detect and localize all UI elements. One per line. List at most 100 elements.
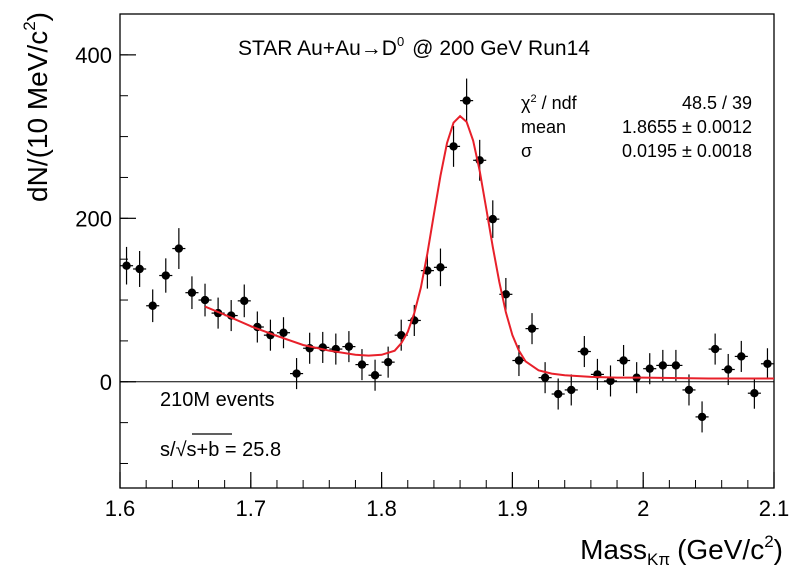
point-marker [750,389,759,398]
point-marker [514,356,524,365]
significance-radicand: s+b [187,439,220,461]
data-point [355,349,369,381]
point-marker [344,342,354,351]
title-particle-sup: 0 [397,34,404,49]
point-marker [553,389,563,399]
point-marker [645,364,654,373]
data-point [433,248,447,287]
data-point [760,348,774,380]
point-marker [174,244,184,253]
stat-row-chi2-label: χ2 / ndf [521,93,578,113]
events-annotation: 210M events [160,389,275,411]
point-marker [436,263,445,272]
plot-frame [119,13,775,489]
stat-row-sigma-value: 0.0195 ± 0.0018 [622,141,752,161]
data-point [329,333,343,365]
point-marker [279,328,288,337]
data-point [538,362,552,394]
point-marker [658,361,668,370]
y-tick-label: 400 [75,43,112,68]
data-point [747,377,761,409]
point-marker [187,288,197,297]
title-arrow: → [361,37,382,60]
x-tick-label: 2.1 [759,496,790,521]
y-axis-ticks: 0 200 400 [75,13,136,464]
point-marker [724,365,733,374]
data-point [276,317,291,349]
significance-prefix: s/ [160,439,176,461]
point-marker [527,324,537,333]
y-axis-title: dN/(10 MeV/c2) [20,12,53,202]
x-axis-title: MassKπ (GeV/c2) [580,532,783,569]
data-point [237,284,251,318]
data-point [590,358,604,390]
point-marker [357,360,367,369]
point-marker [606,376,615,386]
point-marker [135,264,144,274]
x-axis-ticks: 1.6 1.7 1.8 1.9 2 2.1 [105,472,790,521]
data-point [643,353,657,385]
stat-row-chi2-value: 48.5 / 39 [682,93,752,113]
data-point [551,378,565,410]
fit-curve [204,114,774,380]
point-marker [540,373,550,382]
point-marker [240,296,249,306]
sqrt-sign: √ [176,439,187,461]
data-point [368,359,382,391]
chart-title: STAR Au+Au→D0 @ 200 GeV Run14 [238,34,590,60]
data-point [447,125,461,167]
point-marker [619,356,628,365]
data-point [120,246,134,285]
data-point [342,331,356,363]
point-marker [501,290,511,299]
data-point [708,333,722,365]
svg-text:s/√s+b = 25.8: s/√s+b = 25.8 [160,439,281,461]
y-tick-label: 0 [100,370,112,395]
data-point [656,349,670,381]
stat-row-sigma-label: σ [521,141,532,161]
significance-value: = 25.8 [219,439,281,461]
point-marker [370,371,380,380]
point-marker [488,214,497,224]
point-marker [567,385,576,395]
data-point [564,374,578,406]
point-marker [397,330,406,340]
y-tick-label: 200 [75,206,112,231]
data-point [172,228,186,269]
data-point [603,365,618,397]
data-point [695,401,709,433]
data-point [682,374,696,406]
data-point [486,200,500,238]
point-marker [122,261,131,270]
data-point [185,276,199,310]
point-marker [383,357,393,367]
data-point [146,289,160,323]
point-marker [737,352,746,361]
data-point [133,251,147,287]
point-marker [292,369,301,378]
point-marker [200,295,210,305]
point-marker [684,385,694,395]
data-point [721,353,735,386]
fit-stats: χ2 / ndf 48.5 / 39 mean 1.8655 ± 0.0012 … [521,93,752,161]
x-tick-label: 1.9 [497,496,528,521]
data-point [290,358,304,390]
point-marker [449,142,458,151]
data-point [669,349,683,381]
title-particle: D [382,37,397,60]
data-point [198,283,212,317]
data-point [734,340,748,372]
x-tick-label: 1.8 [366,496,397,521]
title-system: STAR Au+Au [238,37,361,60]
data-point [577,335,591,368]
data-points [120,78,774,433]
point-marker [580,347,589,356]
point-marker [148,301,157,310]
point-marker [462,96,471,105]
data-point [499,277,513,311]
x-tick-label: 1.7 [236,496,267,521]
stat-row-mean-label: mean [521,117,566,137]
data-point [525,313,539,345]
title-rest: @ 200 GeV Run14 [412,37,590,60]
